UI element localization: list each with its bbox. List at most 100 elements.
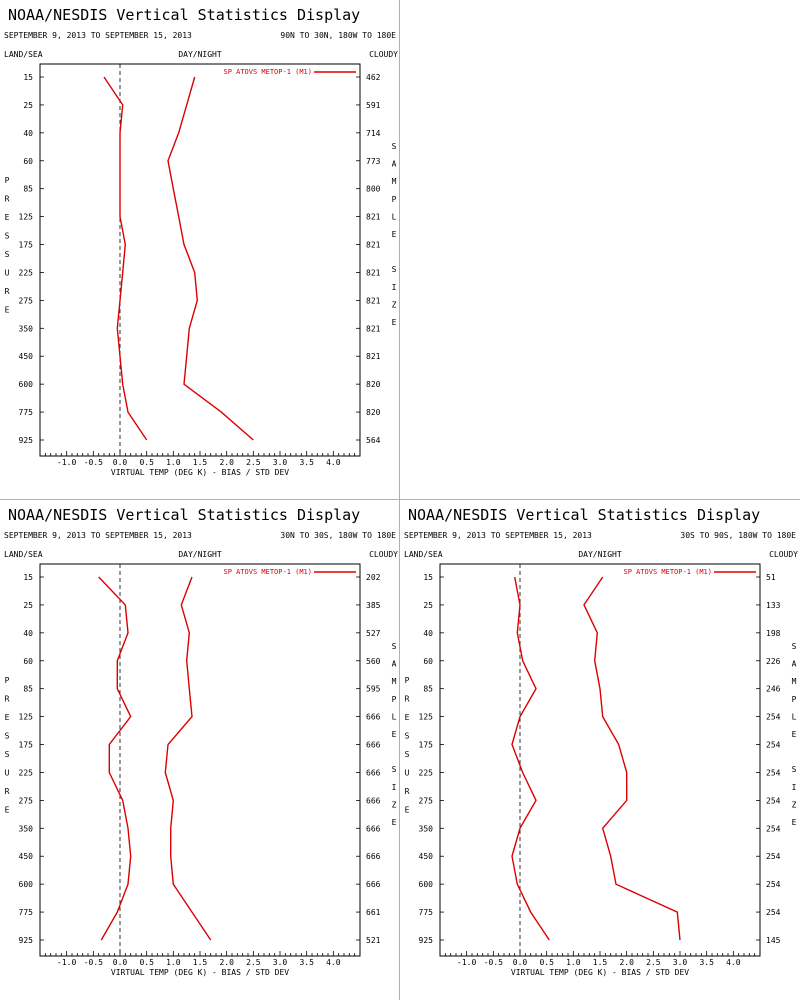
x-tick-label: 4.0 <box>726 958 741 967</box>
x-tick-label: -0.5 <box>84 458 103 467</box>
sample-size-axis-label-char: M <box>792 677 797 686</box>
y-axis-label-char: S <box>405 750 410 759</box>
x-tick-label: 1.0 <box>166 458 181 467</box>
sample-size-axis-label-char: L <box>392 712 397 721</box>
region-label: 30S TO 90S, 180W TO 180E <box>680 531 796 540</box>
plot-frame <box>39 63 361 457</box>
date-range: SEPTEMBER 9, 2013 TO SEPTEMBER 15, 2013 <box>4 531 192 540</box>
x-tick-label: 0.5 <box>139 458 154 467</box>
x-axis-label: VIRTUAL TEMP (DEG K) - BIAS / STD DEV <box>111 968 289 977</box>
x-axis-label: VIRTUAL TEMP (DEG K) - BIAS / STD DEV <box>111 468 289 477</box>
x-tick-label: 0.0 <box>513 958 528 967</box>
sample-size-axis-label-char: E <box>392 818 397 827</box>
legend-label: SP ATOVS METOP-1 (M1) <box>223 68 312 76</box>
sample-size-axis-label-char: L <box>792 712 797 721</box>
pressure-level-label: 350 <box>19 824 34 833</box>
x-tick-label: -0.5 <box>484 958 503 967</box>
pressure-level-label: 175 <box>419 741 434 750</box>
cloudy-label: CLOUDY <box>369 550 398 559</box>
pressure-level-label: 275 <box>419 796 434 805</box>
pressure-level-label: 450 <box>19 852 34 861</box>
stddev-series-line <box>164 576 212 941</box>
chart-title: NOAA/NESDIS Vertical Statistics Display <box>8 506 360 524</box>
sample-size-label: 254 <box>766 713 781 722</box>
pressure-level-label: 275 <box>19 796 34 805</box>
sample-size-label: 254 <box>766 908 781 917</box>
panel-divider-vertical <box>399 0 400 1000</box>
pressure-level-label: 85 <box>23 685 33 694</box>
x-tick-label: 2.0 <box>219 958 234 967</box>
chart-title: NOAA/NESDIS Vertical Statistics Display <box>8 6 360 24</box>
pressure-level-label: 15 <box>423 573 433 582</box>
pressure-level-label: 600 <box>419 880 434 889</box>
x-tick-label: 2.0 <box>619 958 634 967</box>
pressure-level-label: 775 <box>19 408 34 417</box>
x-tick-label: 3.5 <box>299 458 314 467</box>
sample-size-label: 254 <box>766 796 781 805</box>
pressure-level-label: 175 <box>19 741 34 750</box>
plot-frame <box>39 563 361 957</box>
sample-size-label: 254 <box>766 741 781 750</box>
sample-size-label: 821 <box>366 213 381 222</box>
y-axis-label-char: R <box>5 787 10 796</box>
sample-size-label: 661 <box>366 908 381 917</box>
sample-size-label: 666 <box>366 741 381 750</box>
sample-size-axis-label-char: Z <box>392 300 397 309</box>
sample-size-label: 527 <box>366 629 381 638</box>
sample-size-label: 462 <box>366 73 381 82</box>
sample-size-axis-label-char: I <box>392 283 397 292</box>
region-label: 30N TO 30S, 180W TO 180E <box>280 531 396 540</box>
sample-size-label: 666 <box>366 852 381 861</box>
legend-label: SP ATOVS METOP-1 (M1) <box>223 568 312 576</box>
x-tick-label: 2.0 <box>219 458 234 467</box>
pressure-level-label: 450 <box>19 352 34 361</box>
x-tick-label: 2.5 <box>646 958 661 967</box>
y-axis-label-char: S <box>5 232 10 241</box>
y-axis-label-char: U <box>5 269 10 278</box>
cloudy-label: CLOUDY <box>369 50 398 59</box>
sample-size-label: 254 <box>766 880 781 889</box>
sample-size-axis-label-char: E <box>392 230 397 239</box>
sample-size-label: 714 <box>366 129 381 138</box>
vertical-stats-panel-tropics: NOAA/NESDIS Vertical Statistics Display S… <box>4 506 398 977</box>
sample-size-axis-label-char: I <box>792 783 797 792</box>
x-tick-label: 4.0 <box>326 458 341 467</box>
chart-title: NOAA/NESDIS Vertical Statistics Display <box>408 506 760 524</box>
pressure-level-label: 25 <box>23 601 33 610</box>
sample-size-label: 226 <box>766 657 781 666</box>
pressure-level-label: 125 <box>419 713 434 722</box>
sample-size-label: 821 <box>366 324 381 333</box>
x-tick-label: 1.5 <box>193 958 208 967</box>
x-tick-label: 1.5 <box>593 958 608 967</box>
pressure-level-label: 925 <box>19 436 34 445</box>
sample-size-axis-label-char: Z <box>392 800 397 809</box>
sample-size-axis-label-char: S <box>392 765 397 774</box>
land-sea-label: LAND/SEA <box>404 550 443 559</box>
pressure-level-label: 175 <box>19 241 34 250</box>
sample-size-label: 821 <box>366 241 381 250</box>
date-range: SEPTEMBER 9, 2013 TO SEPTEMBER 15, 2013 <box>404 531 592 540</box>
pressure-level-label: 60 <box>423 657 433 666</box>
pressure-level-label: 15 <box>23 573 33 582</box>
x-tick-label: 3.5 <box>699 958 714 967</box>
pressure-level-label: 775 <box>419 908 434 917</box>
sample-size-axis-label-char: M <box>392 177 397 186</box>
pressure-level-label: 350 <box>419 824 434 833</box>
sample-size-label: 521 <box>366 936 381 945</box>
bias-series-line <box>511 576 550 941</box>
pressure-level-label: 775 <box>19 908 34 917</box>
day-night-label: DAY/NIGHT <box>178 50 222 59</box>
x-tick-label: 0.5 <box>139 958 154 967</box>
y-axis-label-char: U <box>5 769 10 778</box>
pressure-level-label: 125 <box>19 213 34 222</box>
sample-size-label: 821 <box>366 268 381 277</box>
sample-size-label: 51 <box>766 573 776 582</box>
sample-size-axis-label-char: S <box>392 642 397 651</box>
sample-size-axis-label-char: P <box>392 195 397 204</box>
y-axis-label-char: E <box>5 713 10 722</box>
plot-frame <box>439 563 761 957</box>
bias-series-line <box>103 76 148 441</box>
